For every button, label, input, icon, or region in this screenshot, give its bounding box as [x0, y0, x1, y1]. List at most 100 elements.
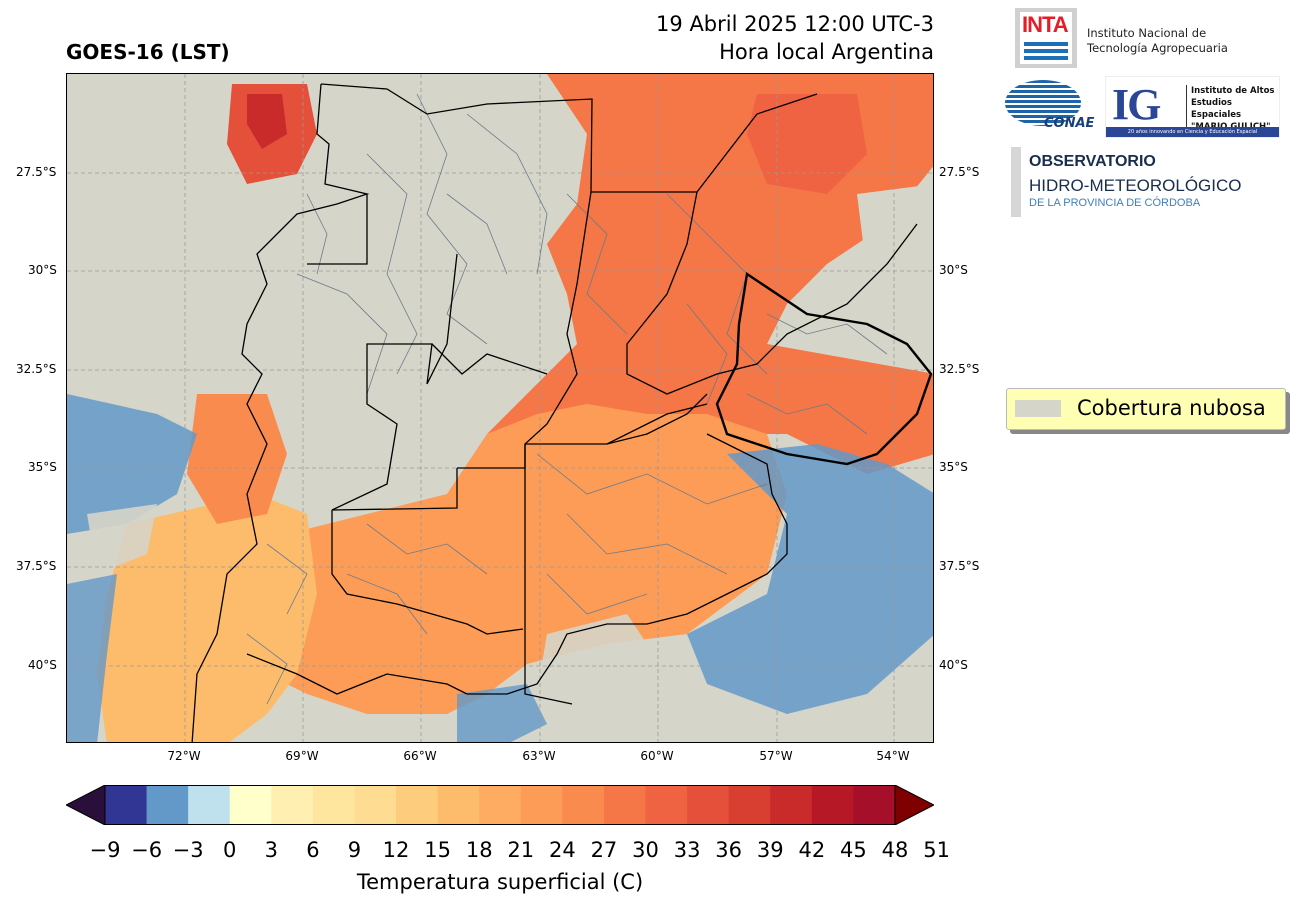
colorbar-cell: [728, 785, 771, 825]
province-borders: [191, 83, 918, 742]
warm-region-southwest: [97, 494, 317, 742]
colorbar-cell: [188, 785, 231, 825]
lat-label-right: 32.5°S: [939, 362, 980, 376]
colorbar-cell: [770, 785, 813, 825]
colorbar-frame: [104, 785, 896, 825]
colorbar-tick-label: 21: [507, 838, 535, 862]
observatorio-title: OBSERVATORIO: [1029, 153, 1156, 170]
cold-region-south-coast: [457, 684, 547, 742]
colorbar-tick-label: 36: [715, 838, 743, 862]
colorbar: [66, 785, 934, 825]
lat-label-left: 30°S: [28, 263, 57, 277]
colorbar-tick-label: 6: [306, 838, 320, 862]
colorbar-tick-label: −6: [131, 838, 163, 862]
colorbar-tick-label: 24: [548, 838, 576, 862]
lon-label: 60°W: [640, 749, 674, 763]
conae-logo-word: CONAE: [1044, 116, 1095, 131]
colorbar-tick-label: 0: [223, 838, 237, 862]
warm-region-west-strip: [187, 394, 287, 524]
colorbar-tick-label: 27: [590, 838, 618, 862]
colorbar-tick-label: −3: [172, 838, 204, 862]
map-title: GOES-16 (LST): [66, 40, 230, 64]
colorbar-cell: [645, 785, 688, 825]
lon-label: 57°W: [759, 749, 793, 763]
cloud-patch-south: [537, 614, 667, 742]
colorbar-tick-label: 3: [264, 838, 278, 862]
lon-label: 54°W: [876, 749, 910, 763]
colorbar-cell: [312, 785, 355, 825]
colorbar-cell: [562, 785, 605, 825]
cloud-patch-east: [857, 184, 933, 274]
observatorio-province: DE LA PROVINCIA DE CÓRDOBA: [1029, 197, 1201, 209]
colorbar-over-triangle: [894, 785, 934, 825]
colorbar-cell: [811, 785, 854, 825]
cold-region-southwest: [67, 574, 117, 742]
colorbar-tick-label: 33: [673, 838, 701, 862]
lon-label: 63°W: [522, 749, 556, 763]
conae-logo: [1005, 80, 1081, 126]
lat-label-left: 37.5°S: [16, 559, 57, 573]
colorbar-tick-label: 39: [756, 838, 784, 862]
observatorio-subtitle: HIDRO-METEOROLÓGICO: [1029, 176, 1242, 195]
colorbar-cell: [603, 785, 647, 825]
warm-region-center: [247, 404, 787, 714]
colorbar-tick-label: −9: [89, 838, 121, 862]
lat-label-right: 35°S: [939, 460, 968, 474]
lon-label: 69°W: [285, 749, 319, 763]
colorbar-tick-label: 51: [923, 838, 950, 862]
temperature-map: [66, 73, 934, 743]
coastline: [467, 433, 788, 695]
cloud-legend: Cobertura nubosa: [1006, 388, 1286, 430]
colorbar-tick-label: 42: [798, 838, 826, 862]
lat-label-right: 30°S: [939, 263, 968, 277]
ig-logo: IG Instituto de Altos Estudios Espaciale…: [1105, 76, 1280, 138]
lon-label: 72°W: [167, 749, 201, 763]
ig-logo-text: Instituto de Altos Estudios Espaciales "…: [1186, 85, 1279, 133]
colorbar-cell: [479, 785, 522, 825]
ig-logo-letters: IG: [1112, 80, 1161, 129]
observatorio-logo-bar: [1011, 147, 1021, 217]
cold-region-pacific: [67, 394, 197, 534]
colorbar-tick-label: 30: [632, 838, 659, 862]
ig-logo-bar: 20 años innovando en Ciencia y Educación…: [1106, 127, 1279, 137]
colorbar-cell: [354, 785, 397, 825]
map-canvas: [67, 74, 933, 742]
cloud-swatch: [1015, 400, 1061, 417]
cloud-patch-southwest: [87, 504, 157, 574]
lon-label: 66°W: [403, 749, 437, 763]
colorbar-cell: [520, 785, 563, 825]
cloud-legend-label: Cobertura nubosa: [1077, 396, 1266, 420]
colorbar-cell: [271, 785, 314, 825]
lat-label-right: 37.5°S: [939, 559, 980, 573]
colorbar-tick-label: 9: [347, 838, 362, 862]
colorbar-tick-label: 48: [881, 838, 909, 862]
cold-region-atlantic: [687, 444, 933, 714]
inta-logo: INTA: [1015, 8, 1077, 68]
lat-label-left: 40°S: [28, 658, 57, 672]
colorbar-cell: [396, 785, 439, 825]
colorbar-tick-label: 15: [424, 838, 451, 862]
colorbar-tick-label: 45: [840, 838, 867, 862]
colorbar-cell: [853, 785, 896, 825]
hot-spot-core: [247, 94, 287, 149]
colorbar-cells: [66, 785, 934, 825]
colorbar-cell: [105, 785, 148, 825]
colorbar-tick-label: 12: [382, 838, 410, 862]
colorbar-cell: [437, 785, 480, 825]
lat-label-right: 40°S: [939, 658, 968, 672]
lat-label-left: 27.5°S: [16, 165, 57, 179]
inta-text: Instituto Nacional de Tecnología Agropec…: [1087, 26, 1228, 55]
inta-logo-word: INTA: [1022, 12, 1069, 37]
local-time-label: Hora local Argentina: [719, 40, 934, 64]
colorbar-title: Temperatura superficial (C): [356, 870, 644, 894]
colorbar-under-triangle: [66, 785, 106, 825]
colorbar-cell: [687, 785, 730, 825]
uruguay-border: [715, 271, 933, 466]
date-time-label: 19 Abril 2025 12:00 UTC-3: [656, 12, 934, 36]
colorbar-cell: [229, 785, 272, 825]
lat-label-left: 32.5°S: [16, 362, 57, 376]
lat-label-right: 27.5°S: [939, 165, 980, 179]
lat-label-left: 35°S: [28, 460, 57, 474]
colorbar-cell: [146, 785, 189, 825]
colorbar-tick-label: 18: [465, 838, 493, 862]
